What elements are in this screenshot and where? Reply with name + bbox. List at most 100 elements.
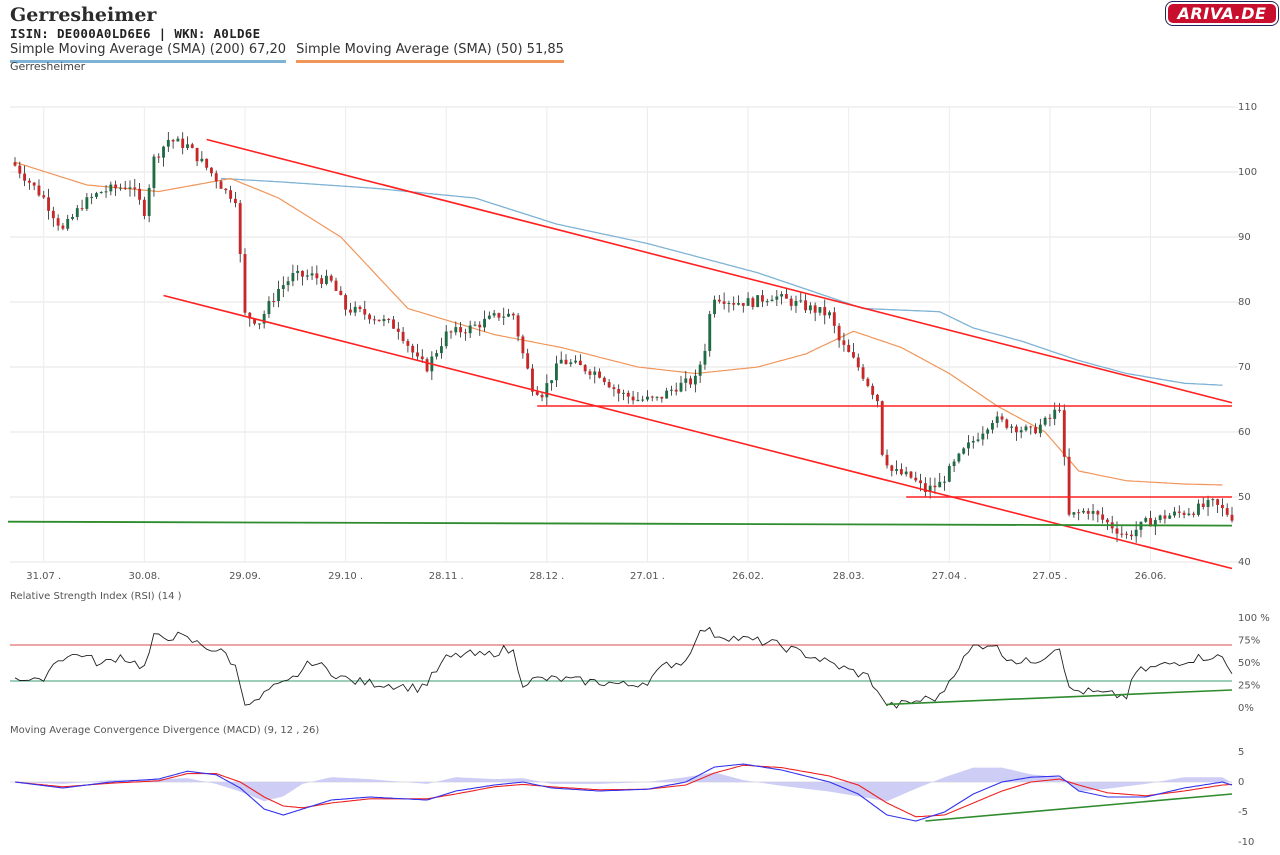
candle-body	[310, 273, 314, 276]
candle-body	[1173, 511, 1176, 516]
candle-body	[368, 314, 371, 320]
candle-body	[147, 187, 151, 216]
candle-body	[971, 440, 975, 443]
candle-body	[181, 138, 185, 148]
candle-body	[118, 187, 122, 189]
candle-body	[363, 308, 367, 315]
candle-body	[71, 217, 74, 219]
rsi-y-tick-label: 50%	[1238, 658, 1260, 669]
rsi-divergence-line	[886, 689, 1233, 706]
candle-body	[138, 188, 142, 200]
candle-body	[334, 280, 338, 291]
candle-body	[262, 314, 266, 324]
candle-body	[123, 187, 127, 189]
candle-body	[598, 371, 601, 378]
candle-body	[550, 380, 554, 384]
candle-body	[1072, 512, 1076, 515]
x-tick-label: 27.01 .	[630, 571, 665, 582]
candle-body	[804, 300, 808, 311]
candle-body	[588, 371, 592, 375]
ariva-logo[interactable]: ARIVA.DE	[1166, 2, 1278, 25]
candle-body	[468, 325, 472, 334]
candle-body	[1225, 508, 1229, 515]
candle-body	[47, 197, 50, 211]
candle-body	[952, 461, 956, 466]
candle-body	[1206, 500, 1210, 508]
candle-body	[746, 298, 750, 306]
candle-body	[698, 364, 702, 376]
candle-body	[1177, 511, 1181, 513]
x-tick-label: 29.10 .	[328, 571, 363, 582]
x-tick-label: 28.12 .	[529, 571, 564, 582]
candle-body	[190, 144, 194, 148]
candle-body	[1230, 514, 1234, 521]
candle-body	[305, 275, 309, 277]
x-tick-label: 31.07 .	[26, 571, 61, 582]
candle-body	[976, 439, 980, 441]
x-tick-label: 28.11 .	[429, 571, 464, 582]
candle-body	[775, 296, 779, 300]
rsi-line	[14, 626, 1233, 709]
candle-body	[473, 324, 477, 326]
candle-body	[1053, 409, 1057, 419]
candle-body	[425, 359, 429, 372]
candle-body	[483, 318, 486, 328]
rsi-y-tick-label: 25%	[1238, 681, 1260, 692]
x-tick-label: 28.03.	[833, 571, 865, 582]
x-tick-label: 27.04 .	[932, 571, 967, 582]
candle-body	[1010, 426, 1014, 428]
candle-body	[1125, 533, 1129, 535]
candle-body	[162, 146, 165, 158]
candle-body	[1058, 409, 1061, 411]
macd-y-tick-label: 5	[1238, 747, 1244, 758]
candle-body	[95, 193, 98, 197]
x-tick-label: 29.09.	[229, 571, 261, 582]
candle-body	[679, 382, 683, 392]
candle-body	[478, 324, 482, 328]
candle-body	[794, 300, 798, 306]
candle-body	[439, 346, 443, 354]
candle-body	[722, 301, 726, 304]
legend-sma50[interactable]: Simple Moving Average (SMA) (50) 51,85	[296, 42, 564, 63]
candle-body	[200, 158, 204, 162]
candle-body	[315, 273, 319, 279]
candle-body	[497, 313, 501, 318]
legend-sma200[interactable]: Simple Moving Average (SMA) (200) 67,20	[10, 42, 287, 63]
candle-body	[967, 442, 970, 449]
candle-body	[765, 301, 769, 303]
candle-body	[933, 485, 937, 488]
candle-body	[607, 382, 611, 388]
candle-body	[1082, 510, 1085, 513]
candle-body	[574, 360, 578, 363]
sma200-line	[220, 177, 1223, 386]
candle-body	[114, 184, 118, 189]
candle-body	[943, 481, 946, 483]
x-tick-label: 30.08.	[128, 571, 160, 582]
candle-body	[1005, 419, 1009, 428]
candle-body	[674, 389, 678, 392]
candle-body	[784, 294, 788, 299]
candle-body	[42, 195, 46, 198]
candle-body	[808, 305, 812, 311]
candle-body	[636, 399, 640, 401]
upper-channel-line	[206, 138, 1233, 404]
candle-body	[622, 392, 625, 394]
candle-body	[727, 302, 731, 304]
candle-body	[1034, 427, 1037, 434]
candle-body	[526, 353, 530, 369]
candle-body	[1144, 518, 1148, 522]
candle-body	[1077, 512, 1081, 514]
candle-body	[1182, 512, 1186, 515]
candle-body	[329, 275, 333, 281]
price-y-tick-label: 70	[1238, 362, 1251, 373]
candle-body	[487, 315, 491, 319]
candle-body	[919, 480, 922, 484]
price-y-tick-label: 60	[1238, 427, 1251, 438]
candle-body	[641, 399, 645, 401]
candle-body	[492, 313, 496, 316]
candle-body	[761, 295, 764, 302]
candle-body	[195, 147, 199, 162]
candle-body	[32, 182, 36, 186]
candle-body	[37, 185, 41, 196]
candle-body	[895, 469, 899, 471]
